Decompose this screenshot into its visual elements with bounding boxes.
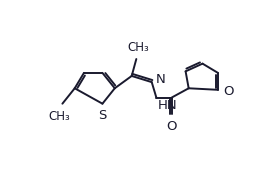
Text: O: O <box>223 85 234 98</box>
Text: HN: HN <box>158 99 178 112</box>
Text: O: O <box>166 120 177 133</box>
Text: CH₃: CH₃ <box>127 41 149 54</box>
Text: CH₃: CH₃ <box>48 110 70 123</box>
Text: N: N <box>156 73 165 86</box>
Text: S: S <box>98 109 107 122</box>
